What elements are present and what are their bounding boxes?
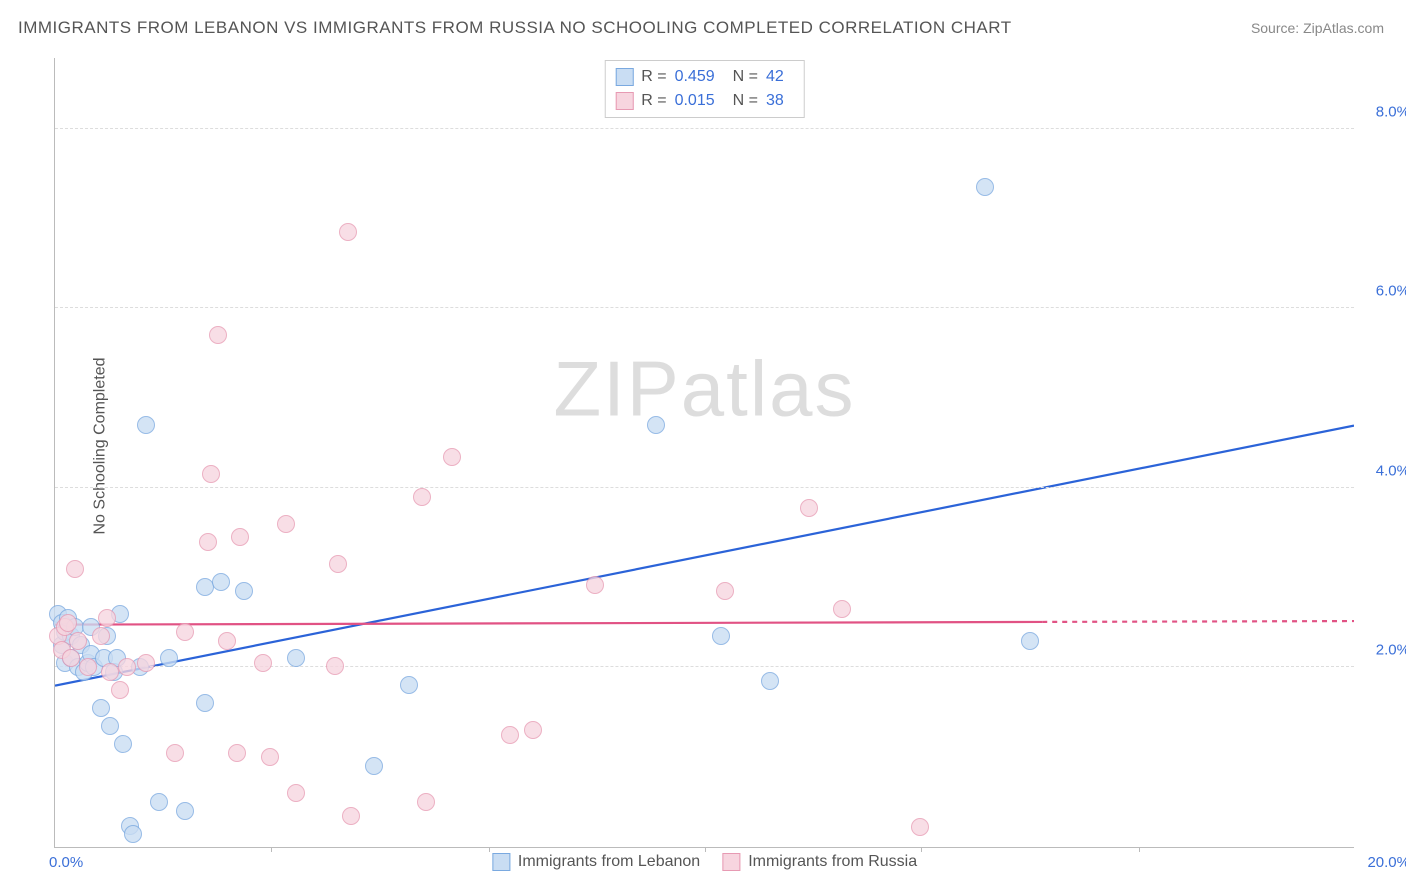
data-point: [287, 649, 305, 667]
data-point: [118, 658, 136, 676]
y-tick-label: 2.0%: [1376, 642, 1406, 659]
r-value: 0.015: [675, 89, 715, 113]
data-point: [98, 609, 116, 627]
legend-swatch: [615, 68, 633, 86]
x-tick-start: 0.0%: [49, 854, 83, 871]
gridline: [55, 307, 1354, 308]
x-minor-tick: [489, 847, 490, 852]
data-point: [1021, 632, 1039, 650]
data-point: [124, 825, 142, 843]
data-point: [196, 694, 214, 712]
data-point: [761, 672, 779, 690]
watermark-light: atlas: [681, 345, 856, 433]
data-point: [79, 658, 97, 676]
data-point: [413, 488, 431, 506]
data-point: [326, 657, 344, 675]
gridline: [55, 128, 1354, 129]
data-point: [339, 223, 357, 241]
data-point: [166, 744, 184, 762]
data-point: [277, 515, 295, 533]
data-point: [235, 582, 253, 600]
data-point: [254, 654, 272, 672]
y-tick-label: 6.0%: [1376, 283, 1406, 300]
legend-label: Immigrants from Russia: [748, 853, 917, 871]
data-point: [176, 802, 194, 820]
n-label: N =: [733, 89, 758, 113]
x-minor-tick: [921, 847, 922, 852]
data-point: [287, 784, 305, 802]
data-point: [62, 649, 80, 667]
data-point: [231, 528, 249, 546]
stats-row: R = 0.459 N = 42: [615, 65, 794, 89]
r-value: 0.459: [675, 65, 715, 89]
data-point: [66, 560, 84, 578]
x-tick-end: 20.0%: [1367, 854, 1406, 871]
data-point: [111, 681, 129, 699]
data-point: [417, 793, 435, 811]
data-point: [209, 326, 227, 344]
data-point: [261, 748, 279, 766]
data-point: [114, 735, 132, 753]
r-label: R =: [641, 65, 666, 89]
data-point: [59, 614, 77, 632]
legend-swatch: [492, 853, 510, 871]
trend-lines: [55, 58, 1354, 847]
data-point: [342, 807, 360, 825]
data-point: [716, 582, 734, 600]
data-point: [92, 699, 110, 717]
data-point: [137, 416, 155, 434]
stats-row: R = 0.015 N = 38: [615, 89, 794, 113]
legend-swatch: [615, 92, 633, 110]
data-point: [228, 744, 246, 762]
data-point: [150, 793, 168, 811]
data-point: [586, 576, 604, 594]
data-point: [976, 178, 994, 196]
data-point: [400, 676, 418, 694]
chart-title: IMMIGRANTS FROM LEBANON VS IMMIGRANTS FR…: [18, 18, 1012, 38]
data-point: [137, 654, 155, 672]
stats-legend: R = 0.459 N = 42 R = 0.015 N = 38: [604, 60, 805, 118]
source-label: Source: ZipAtlas.com: [1251, 20, 1384, 36]
r-label: R =: [641, 89, 666, 113]
data-point: [202, 465, 220, 483]
y-tick-label: 4.0%: [1376, 462, 1406, 479]
data-point: [501, 726, 519, 744]
legend-item: Immigrants from Russia: [722, 853, 917, 871]
data-point: [92, 627, 110, 645]
data-point: [647, 416, 665, 434]
data-point: [69, 632, 87, 650]
watermark: ZIPatlas: [553, 344, 855, 435]
gridline: [55, 487, 1354, 488]
y-tick-label: 8.0%: [1376, 103, 1406, 120]
data-point: [329, 555, 347, 573]
data-point: [199, 533, 217, 551]
data-point: [212, 573, 230, 591]
legend-swatch: [722, 853, 740, 871]
data-point: [218, 632, 236, 650]
gridline: [55, 666, 1354, 667]
n-value: 42: [766, 65, 784, 89]
data-point: [800, 499, 818, 517]
legend-label: Immigrants from Lebanon: [518, 853, 700, 871]
data-point: [911, 818, 929, 836]
data-point: [101, 717, 119, 735]
x-minor-tick: [1139, 847, 1140, 852]
data-point: [443, 448, 461, 466]
data-point: [712, 627, 730, 645]
plot-area: ZIPatlas R =0.459N =42R =0.015N =38 Immi…: [54, 58, 1354, 848]
data-point: [524, 721, 542, 739]
n-value: 38: [766, 89, 784, 113]
data-point: [160, 649, 178, 667]
data-point: [176, 623, 194, 641]
n-label: N =: [733, 65, 758, 89]
legend-item: Immigrants from Lebanon: [492, 853, 700, 871]
data-point: [365, 757, 383, 775]
x-minor-tick: [705, 847, 706, 852]
series-legend: Immigrants from Lebanon Immigrants from R…: [492, 853, 917, 871]
x-minor-tick: [271, 847, 272, 852]
data-point: [833, 600, 851, 618]
